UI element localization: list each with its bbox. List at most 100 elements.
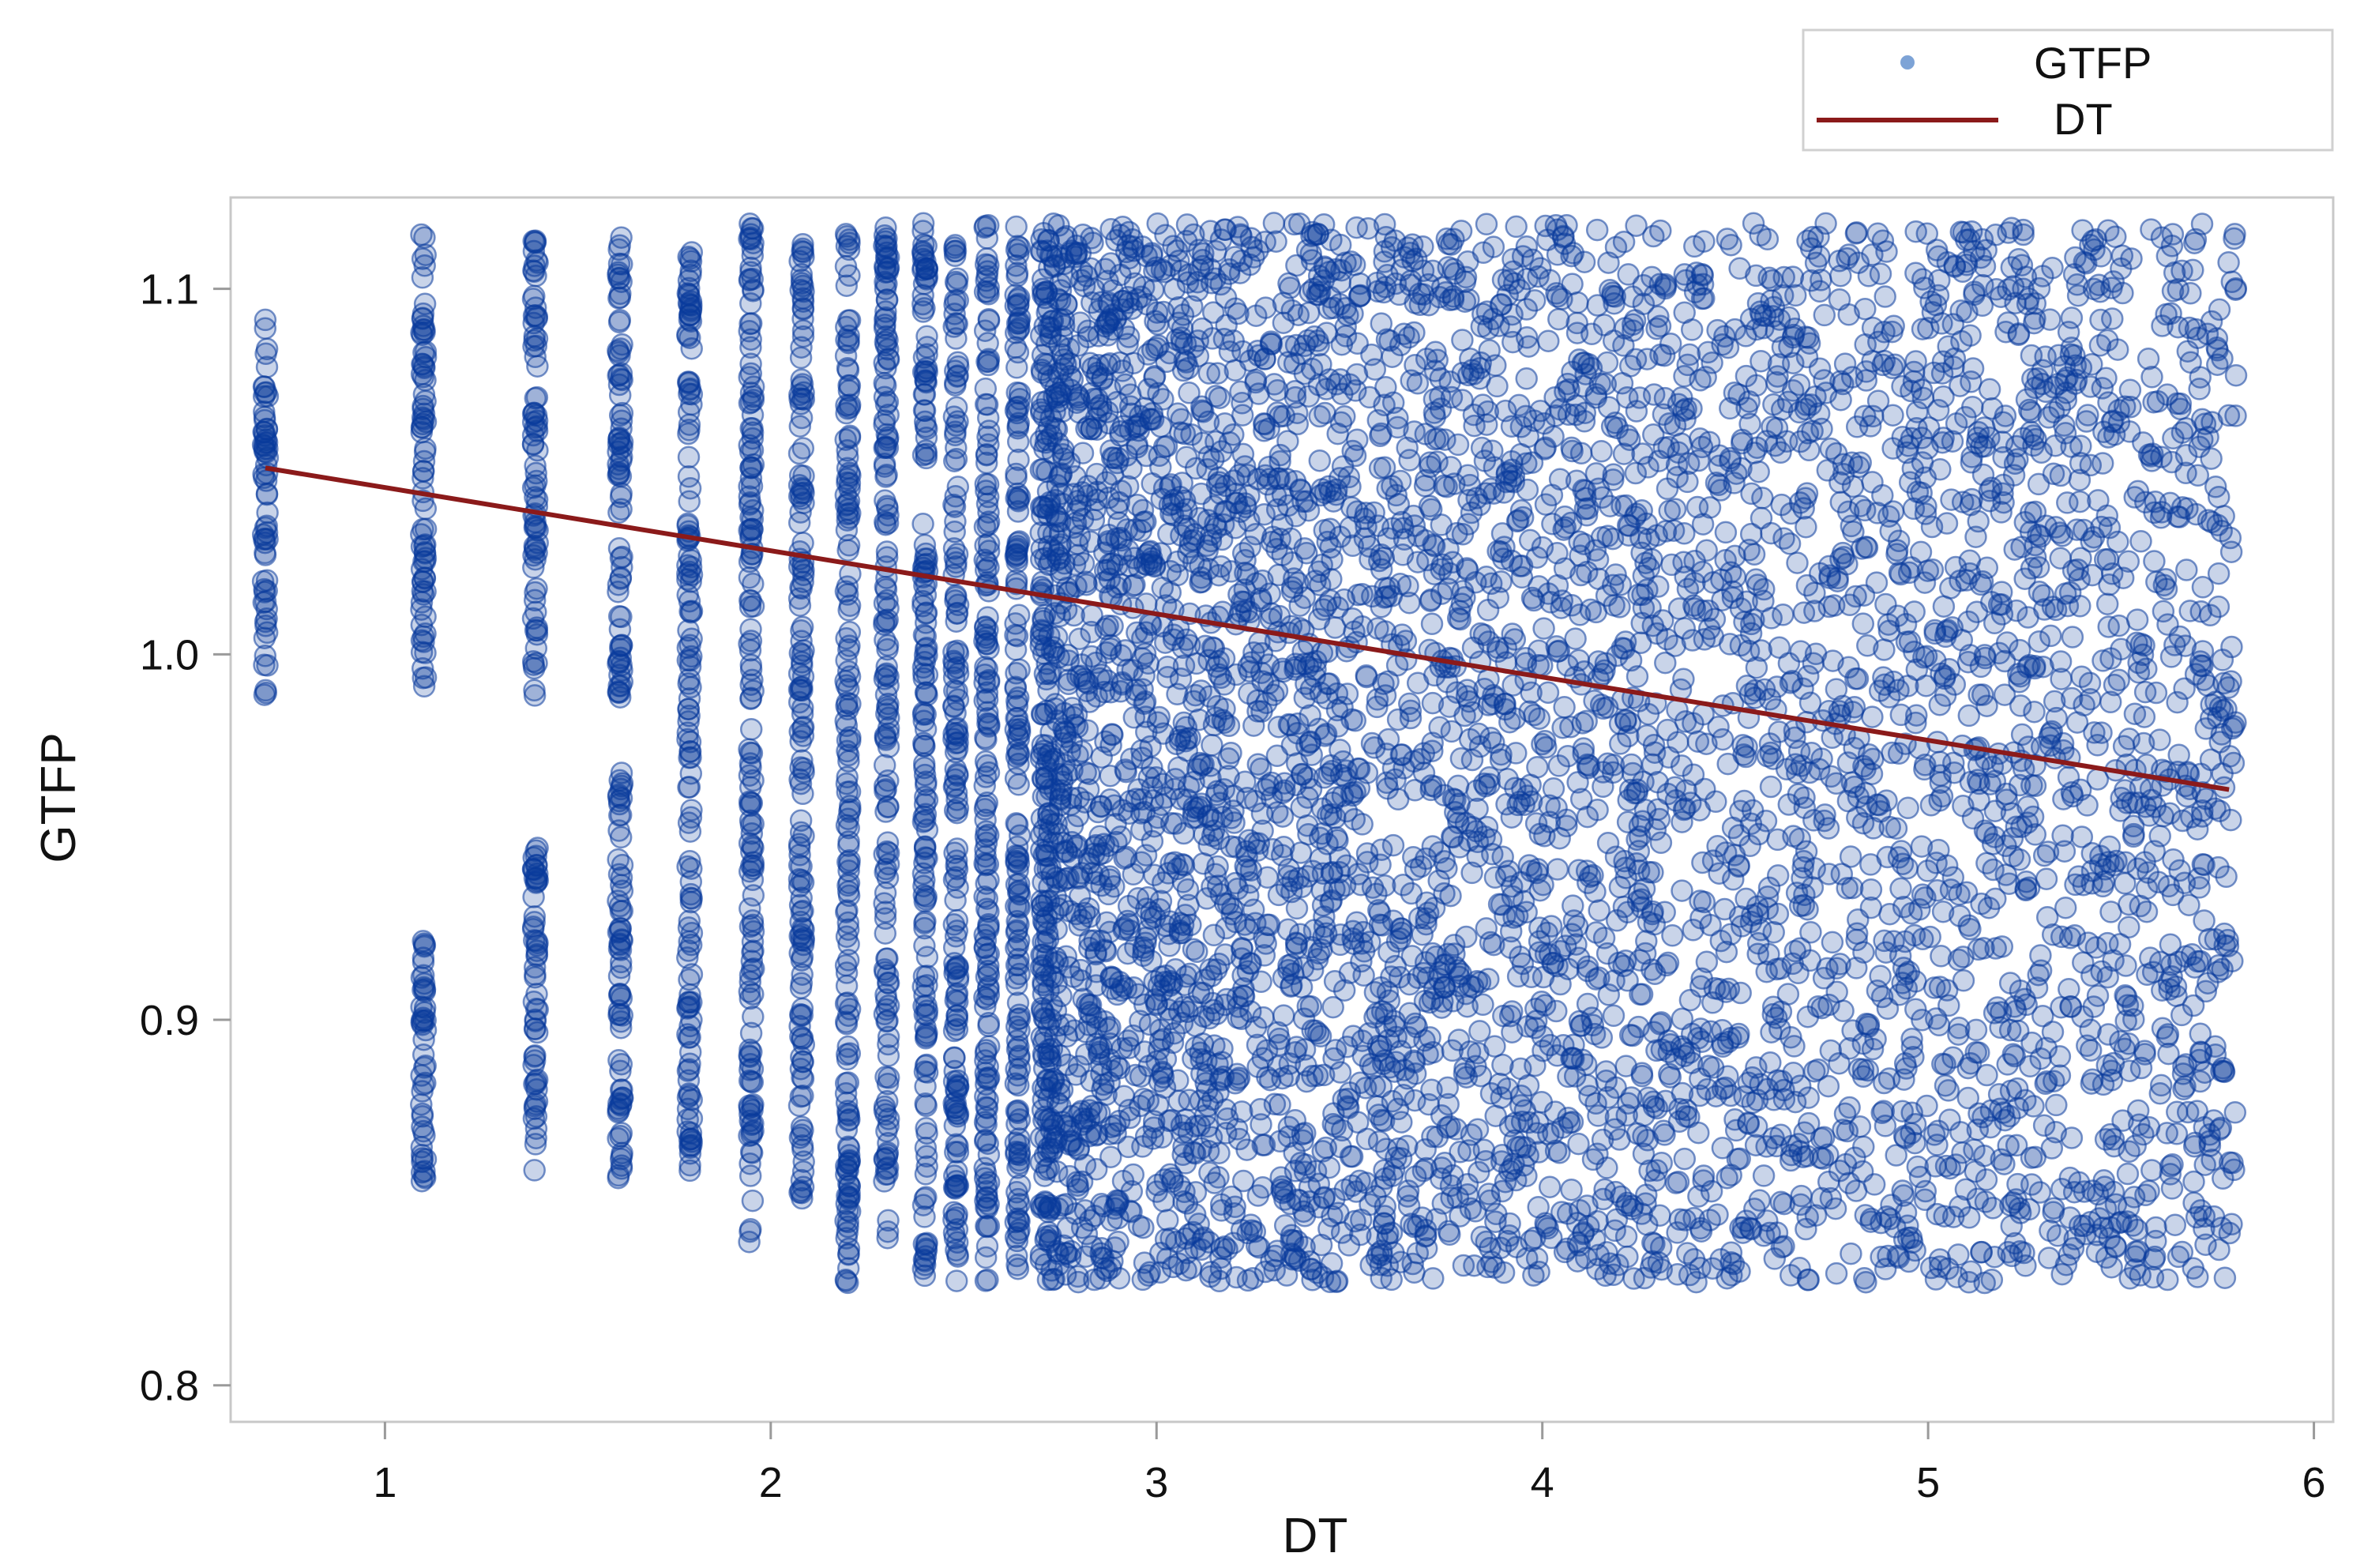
scatter-point — [410, 1169, 434, 1193]
scatter-point — [410, 613, 434, 637]
scatter-point — [2091, 452, 2114, 475]
scatter-point — [739, 792, 762, 814]
scatter-point — [2190, 212, 2214, 235]
scatter-point — [1433, 882, 1456, 905]
scatter-point — [2191, 576, 2215, 599]
scatter-point — [1777, 652, 1801, 675]
scatter-point — [875, 423, 899, 446]
scatter-point — [607, 652, 630, 675]
scatter-point — [1949, 1195, 1971, 1218]
scatter-point — [524, 1072, 547, 1096]
scatter-point — [2137, 348, 2160, 370]
scatter-point — [792, 639, 815, 662]
scatter-point — [790, 901, 814, 923]
scatter-point — [1337, 1234, 1361, 1257]
scatter-point — [1813, 303, 1836, 327]
scatter-point — [2114, 983, 2137, 1007]
scatter-point — [414, 340, 438, 363]
scatter-point — [973, 798, 997, 821]
scatter-point — [742, 389, 765, 412]
scatter-point — [680, 1088, 703, 1111]
scatter-point — [1446, 433, 1470, 457]
scatter-point — [523, 904, 547, 928]
scatter-point — [524, 1044, 547, 1067]
scatter-point — [945, 327, 968, 350]
scatter-point — [739, 362, 763, 385]
scatter-point — [873, 1099, 896, 1122]
scatter-point — [525, 983, 548, 1006]
scatter-point — [943, 244, 967, 268]
scatter-point — [945, 762, 969, 785]
scatter-point — [945, 436, 968, 460]
scatter-point — [1419, 455, 1441, 479]
scatter-point — [945, 1206, 968, 1229]
scatter-point — [876, 831, 900, 854]
scatter-point — [2098, 573, 2121, 596]
scatter-point — [791, 437, 815, 460]
scatter-point — [412, 972, 436, 995]
scatter-point — [2140, 1159, 2163, 1182]
scatter-point — [789, 730, 812, 753]
scatter-point — [739, 1164, 762, 1187]
scatter-point — [679, 761, 703, 785]
scatter-point — [1004, 675, 1028, 698]
scatter-point — [611, 545, 633, 569]
scatter-point — [414, 1054, 437, 1077]
scatter-point — [874, 780, 896, 803]
scatter-point — [1542, 776, 1565, 800]
scatter-point — [946, 267, 969, 290]
scatter-point — [1227, 1127, 1251, 1151]
scatter-point — [974, 1189, 997, 1213]
scatter-point — [914, 602, 938, 625]
scatter-point — [1663, 498, 1687, 521]
scatter-point — [835, 901, 858, 923]
scatter-point — [739, 1058, 761, 1081]
scatter-point — [254, 342, 277, 366]
scatter-point — [1476, 599, 1500, 622]
scatter-point — [523, 1017, 547, 1041]
scatter-point — [742, 812, 765, 836]
scatter-point — [1447, 1028, 1471, 1051]
scatter-point — [976, 1055, 999, 1078]
scatter-point — [2191, 852, 2215, 876]
scatter-point — [1005, 215, 1028, 239]
scatter-point — [1008, 962, 1031, 986]
scatter-point — [412, 449, 436, 473]
scatter-point — [677, 371, 700, 395]
scatter-point — [873, 455, 896, 478]
scatter-point — [915, 426, 938, 449]
scatter-point — [1008, 236, 1032, 259]
scatter-point — [2193, 1153, 2216, 1176]
scatter-point — [792, 1150, 815, 1173]
scatter-point — [1008, 1019, 1031, 1042]
scatter-point — [1825, 1262, 1848, 1285]
scatter-point — [608, 309, 632, 332]
scatter-point — [2100, 1068, 2124, 1092]
scatter-point — [1667, 597, 1691, 620]
scatter-point — [609, 825, 633, 849]
scatter-point — [1005, 539, 1028, 562]
scatter-point — [945, 1074, 969, 1096]
scatter-point — [834, 1082, 858, 1105]
scatter-point — [790, 869, 814, 892]
scatter-point — [1538, 1175, 1562, 1198]
scatter-point — [945, 737, 969, 760]
scatter-point — [739, 1102, 761, 1126]
scatter-point — [835, 393, 858, 417]
scatter-point — [608, 286, 632, 309]
scatter-point — [945, 1017, 969, 1041]
scatter-point — [414, 666, 438, 689]
scatter-point — [974, 844, 997, 868]
scatter-point — [1161, 1170, 1184, 1193]
scatter-point — [913, 868, 936, 892]
scatter-point — [1536, 681, 1560, 704]
scatter-point — [874, 860, 896, 884]
scatter-point — [741, 1189, 765, 1213]
scatter-point — [877, 1131, 900, 1155]
scatter-point — [911, 212, 935, 235]
scatter-point — [1978, 378, 2001, 401]
scatter-point — [2050, 667, 2073, 690]
scatter-point — [738, 859, 761, 883]
scatter-point — [1005, 1254, 1028, 1277]
scatter-point — [739, 915, 762, 938]
